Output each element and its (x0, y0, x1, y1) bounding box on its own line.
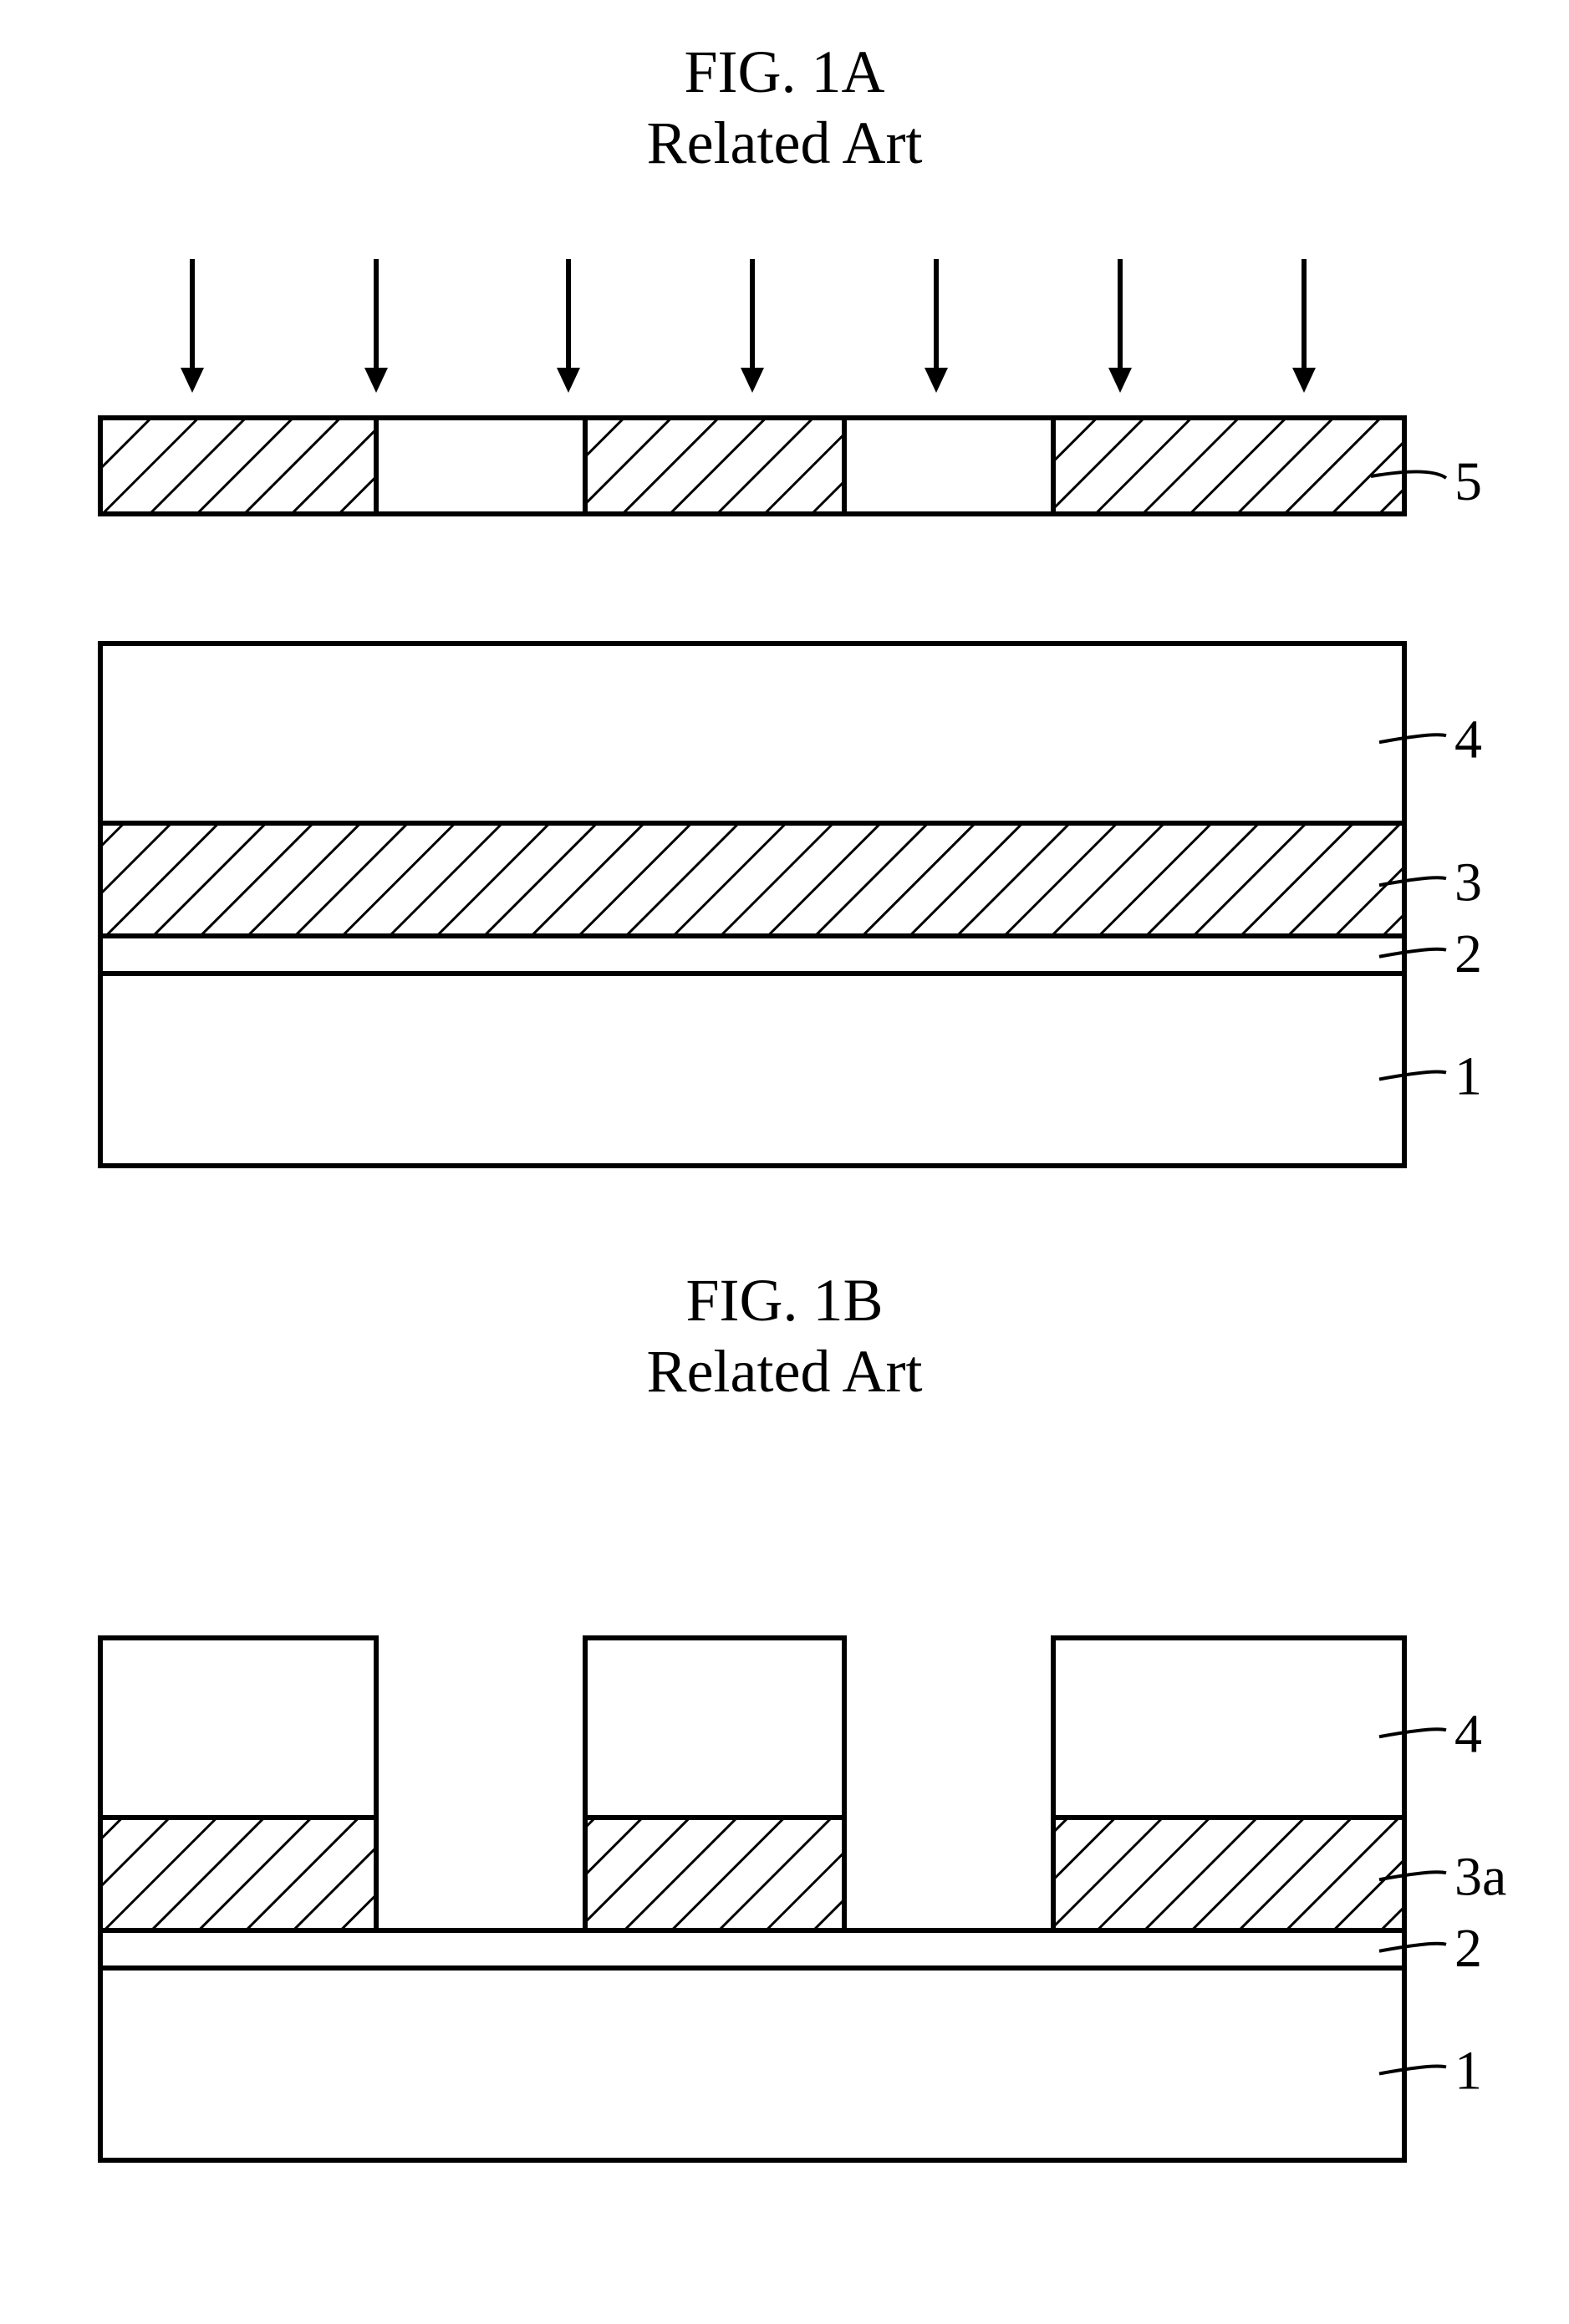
svg-text:4: 4 (1454, 709, 1482, 770)
svg-text:3a: 3a (1454, 1846, 1506, 1907)
diagram-svg: FIG. 1ARelated Art54321FIG. 1BRelated Ar… (0, 0, 1569, 2324)
svg-text:2: 2 (1454, 1918, 1482, 1979)
svg-text:FIG. 1B: FIG. 1B (685, 1267, 883, 1334)
svg-text:FIG. 1A: FIG. 1A (684, 38, 884, 105)
svg-text:1: 1 (1454, 2041, 1482, 2102)
svg-text:Related Art: Related Art (647, 109, 923, 176)
svg-text:3: 3 (1454, 852, 1482, 913)
svg-text:2: 2 (1454, 923, 1482, 984)
svg-text:1: 1 (1454, 1046, 1482, 1107)
svg-text:5: 5 (1454, 451, 1482, 512)
svg-text:4: 4 (1454, 1703, 1482, 1764)
svg-text:Related Art: Related Art (647, 1338, 923, 1405)
figure-container: FIG. 1ARelated Art54321FIG. 1BRelated Ar… (0, 0, 1569, 2324)
